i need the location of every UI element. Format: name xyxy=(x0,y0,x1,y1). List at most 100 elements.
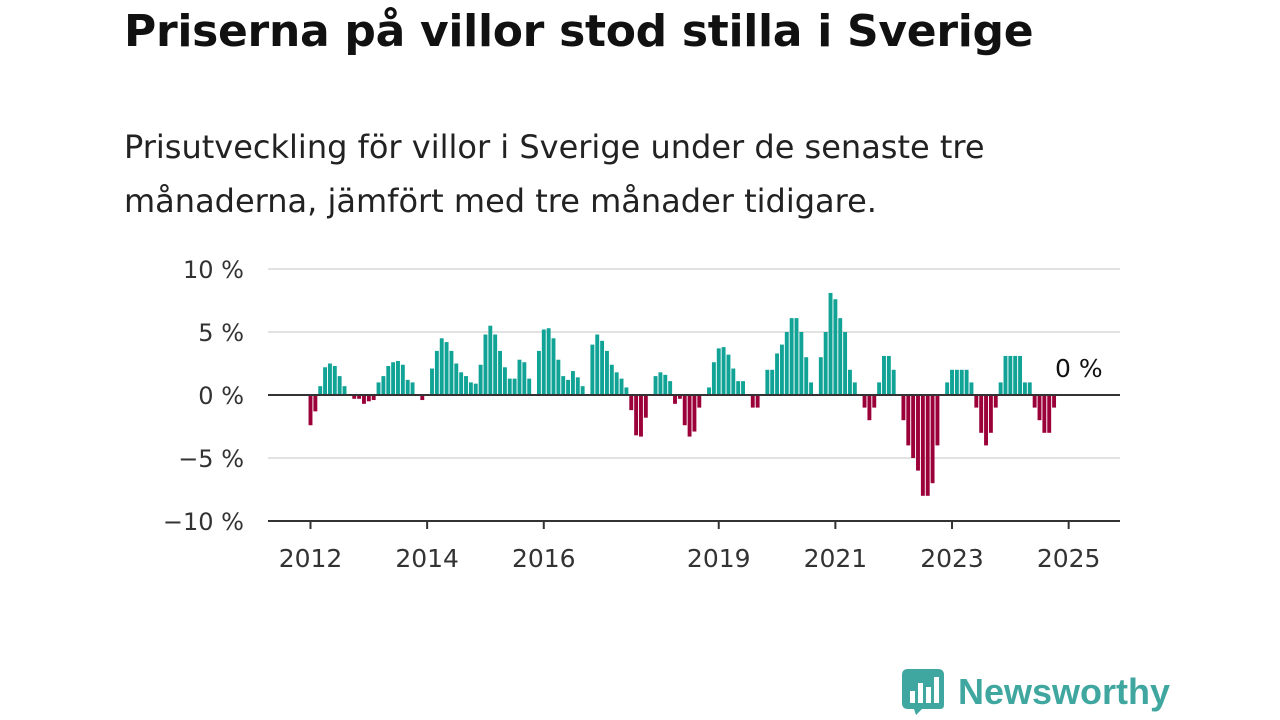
bar-positive xyxy=(609,364,614,395)
bar-negative xyxy=(1037,395,1042,421)
bar-positive xyxy=(318,386,323,395)
bar-positive xyxy=(381,376,386,395)
bar-positive xyxy=(945,382,950,395)
bar-positive xyxy=(882,355,886,395)
bar-positive xyxy=(843,332,848,395)
bar-positive xyxy=(741,381,745,395)
bar-positive xyxy=(964,369,969,395)
bar-positive xyxy=(488,325,493,395)
bar-positive xyxy=(799,332,804,395)
bar-positive xyxy=(624,387,629,395)
y-tick-label: −5 % xyxy=(178,445,244,473)
bar-positive xyxy=(823,332,828,395)
bar-positive xyxy=(498,350,502,395)
bar-positive xyxy=(653,376,658,395)
bar-positive xyxy=(668,381,673,395)
y-tick-label: 10 % xyxy=(183,256,244,284)
axes xyxy=(268,394,1120,522)
bar-positive xyxy=(400,364,405,395)
bar-positive xyxy=(405,379,410,395)
bar-positive xyxy=(580,386,585,395)
bar-positive xyxy=(726,354,731,395)
bar-positive xyxy=(410,382,415,395)
bar-positive xyxy=(396,360,400,395)
bar-positive xyxy=(468,382,473,395)
bar-negative xyxy=(357,395,362,399)
bar-positive xyxy=(658,372,663,395)
bar-negative xyxy=(362,395,366,404)
bar-negative xyxy=(984,395,988,446)
bar-positive xyxy=(1022,382,1027,395)
bar-positive xyxy=(784,332,789,395)
bar-positive xyxy=(342,386,347,395)
bar-positive xyxy=(546,328,551,395)
bar-negative xyxy=(697,395,702,408)
bar-positive xyxy=(391,362,396,395)
bar-negative xyxy=(371,395,376,401)
bar-positive xyxy=(430,368,434,395)
bar-negative xyxy=(750,395,755,408)
bar-positive xyxy=(444,342,449,395)
chart-subtitle: Prisutveckling för villor i Sverige unde… xyxy=(124,128,985,220)
bar-positive xyxy=(566,379,571,395)
bar-positive xyxy=(454,363,459,395)
bar-positive xyxy=(765,369,770,395)
bar-positive xyxy=(459,372,464,395)
bar-positive xyxy=(386,366,391,395)
chart-title: Priserna på villor stod stilla i Sverige xyxy=(124,6,1034,57)
bar-negative xyxy=(925,395,930,496)
bar-positive xyxy=(886,355,891,395)
bar-positive xyxy=(536,350,541,395)
bar-positive xyxy=(337,376,342,395)
bar-positive xyxy=(959,369,964,395)
bar-positive xyxy=(809,382,814,395)
x-tick-label: 2012 xyxy=(279,544,343,573)
bar-positive xyxy=(561,376,566,395)
bar-positive xyxy=(828,292,833,395)
bar-positive xyxy=(1018,355,1023,395)
bar-negative xyxy=(687,395,692,437)
bar-negative xyxy=(916,395,920,471)
bar-positive xyxy=(619,378,624,395)
bar-positive xyxy=(969,382,974,395)
bar-negative xyxy=(673,395,677,404)
bar-negative xyxy=(366,395,371,402)
bar-negative xyxy=(755,395,760,408)
bar-positive xyxy=(891,369,896,395)
bar-positive xyxy=(954,369,959,395)
bar-positive xyxy=(818,357,823,395)
x-tick-label: 2023 xyxy=(920,544,984,573)
bar-positive xyxy=(473,383,478,395)
x-axis-labels: 2012 2014 2016 2019 2021 2023 2025 xyxy=(279,521,1101,573)
bar-positive xyxy=(838,318,843,395)
bar-positive xyxy=(794,318,799,395)
x-tick-label: 2025 xyxy=(1037,544,1101,573)
bar-positive xyxy=(663,374,668,395)
bar-negative xyxy=(643,395,648,418)
bar-positive xyxy=(833,299,838,395)
bar-positive xyxy=(775,353,780,395)
bar-positive xyxy=(770,369,775,395)
bar-positive xyxy=(998,382,1003,395)
last-value-label: 0 % xyxy=(1055,354,1103,383)
bar-positive xyxy=(493,334,498,395)
bar-positive xyxy=(736,381,741,395)
bar-negative xyxy=(1047,395,1052,433)
bar-positive xyxy=(434,350,439,395)
bar-negative xyxy=(993,395,998,408)
bar-positive xyxy=(449,350,454,395)
bar-negative xyxy=(1032,395,1037,408)
y-tick-label: −10 % xyxy=(163,508,244,536)
bar-positive xyxy=(502,367,507,395)
bar-positive xyxy=(600,340,605,395)
x-tick-label: 2016 xyxy=(512,544,576,573)
bar-positive xyxy=(711,362,716,395)
bar-positive xyxy=(716,348,721,395)
bar-positive xyxy=(877,382,882,395)
y-tick-label: 0 % xyxy=(198,382,244,410)
x-tick-label: 2014 xyxy=(395,544,459,573)
bar-negative xyxy=(906,395,911,446)
bar-positive xyxy=(1013,355,1018,395)
bar-negative xyxy=(988,395,993,433)
bar-negative xyxy=(634,395,639,436)
